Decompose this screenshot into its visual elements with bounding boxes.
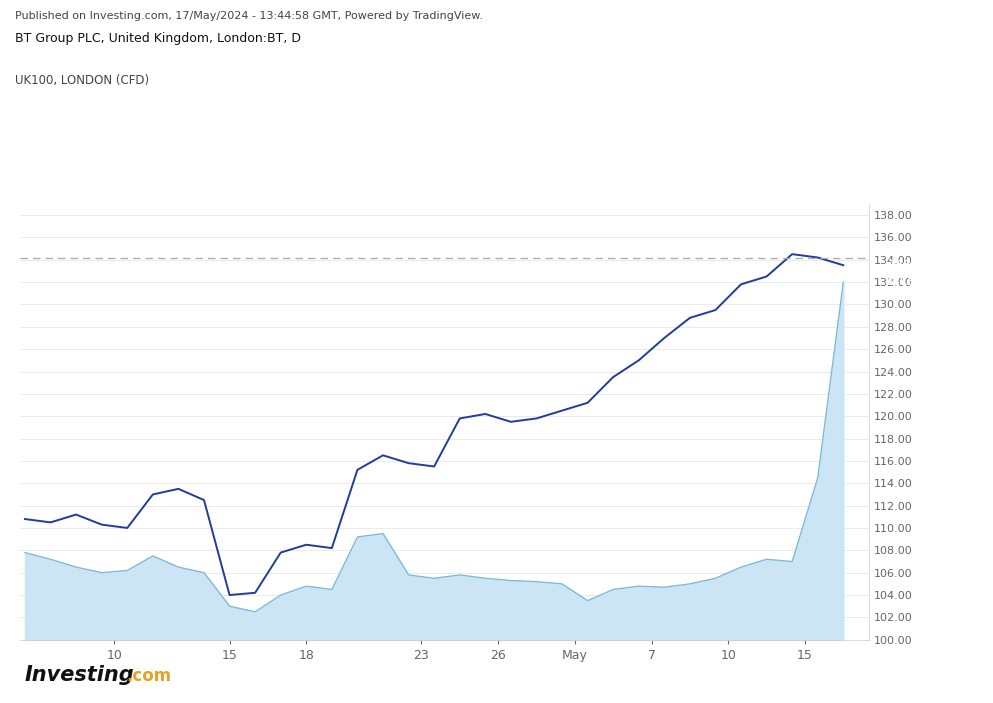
Text: .com: .com bbox=[126, 667, 171, 685]
Text: UK100, LONDON (CFD): UK100, LONDON (CFD) bbox=[15, 74, 149, 86]
Text: 133.51: 133.51 bbox=[889, 260, 930, 270]
Text: 8415.05: 8415.05 bbox=[885, 277, 934, 287]
Text: BT Group PLC, United Kingdom, London:BT, D: BT Group PLC, United Kingdom, London:BT,… bbox=[15, 32, 301, 44]
Text: Investing: Investing bbox=[25, 666, 135, 685]
Text: Published on Investing.com, 17/May/2024 - 13:44:58 GMT, Powered by TradingView.: Published on Investing.com, 17/May/2024 … bbox=[15, 11, 483, 20]
